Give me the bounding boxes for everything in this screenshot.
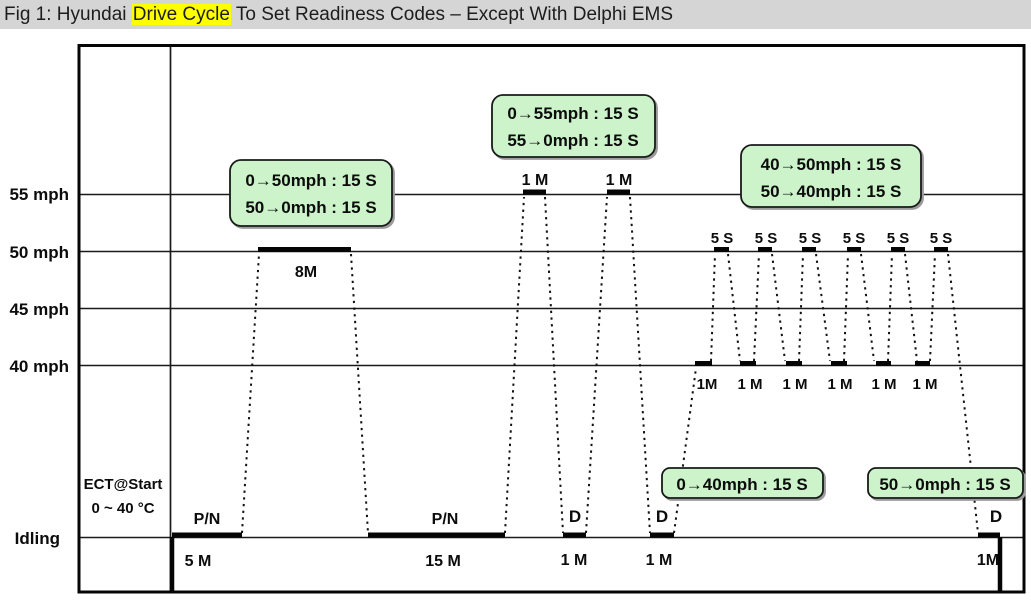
axis-label-40mph: 40 mph [9,357,69,376]
annotation-text: 0→55mph : 15 S [507,104,638,123]
hold-5s-label: 5 S [930,230,953,247]
ect-start-label: ECT@Start [84,476,163,493]
idle-duration-label: 15 M [425,553,461,570]
axis-label-45mph: 45 mph [9,300,69,319]
gear-label-d: D [569,507,581,526]
hold-1m-label: 1 M [737,376,762,393]
hold-5s-label: 5 S [755,230,778,247]
idle-duration-label: 1 M [561,552,588,569]
cruise-duration-label: 1 M [522,172,549,189]
idle-duration-label: 1 M [646,552,673,569]
gear-label-d: D [656,507,668,526]
hold-1m-label: 1 M [827,376,852,393]
gear-label-pn: P/N [194,511,221,528]
annotation-text: 50→0mph : 15 S [245,198,376,217]
annotation-box-rect [661,467,824,499]
hold-5s-label: 5 S [843,230,866,247]
ect-range-label: 0 ~ 40 °C [91,500,154,517]
speed-gridlines [78,193,1024,539]
idle-duration-label: 1M [977,552,999,569]
figure-title-bar: Fig 1: Hyundai Drive Cycle To Set Readin… [0,0,1031,29]
figure-title-prefix: Fig 1: Hyundai [4,4,132,25]
gear-label-d: D [990,507,1002,526]
chart-frame [77,44,1026,594]
hold-1m-label: 1M [697,376,718,393]
hold-5s-label: 5 S [887,230,910,247]
figure-title-suffix: To Set Readiness Codes – Except With Del… [230,4,674,25]
figure-title-highlight: Drive Cycle [131,4,231,25]
annotation-text: 40→50mph : 15 S [761,155,902,174]
annotation-text: 50→40mph : 15 S [761,182,902,201]
annotation-text: 50→0mph : 15 S [879,475,1010,494]
annotation-text: 0→50mph : 15 S [245,171,376,190]
cruise-duration-label: 1 M [606,172,633,189]
annotation-box-50-0: 50→0mph : 15 S [867,467,1024,499]
hold-5s-label: 5 S [711,230,734,247]
annotation-box-0-55: 0→55mph : 15 S 55→0mph : 15 S [491,94,656,158]
cruise-duration-label: 8M [295,264,317,281]
axis-label-50mph: 50 mph [9,243,69,262]
hold-5s-label: 5 S [799,230,822,247]
axis-label-55mph: 55 mph [9,185,69,204]
gear-label-pn: P/N [432,511,459,528]
axis-label-idling: Idling [15,529,60,548]
hold-1m-label: 1 M [782,376,807,393]
annotation-box-rect [491,94,656,158]
idle-duration-label: 5 M [185,553,212,570]
annotation-box-rect [867,467,1024,499]
annotation-box-rect [229,159,393,227]
hold-1m-label: 1 M [871,376,896,393]
annotation-box-40-50: 40→50mph : 15 S 50→40mph : 15 S [740,144,922,208]
annotation-text: 55→0mph : 15 S [507,131,638,150]
annotation-box-rect [740,144,922,208]
annotation-box-0-50: 0→50mph : 15 S 50→0mph : 15 S [229,159,393,227]
trace-accel-decel-dotted-lines [241,196,979,534]
annotation-box-0-40: 0→40mph : 15 S [661,467,824,499]
annotation-text: 0→40mph : 15 S [676,475,807,494]
trace-steady-segments [172,189,1000,538]
hold-1m-label: 1 M [912,376,937,393]
